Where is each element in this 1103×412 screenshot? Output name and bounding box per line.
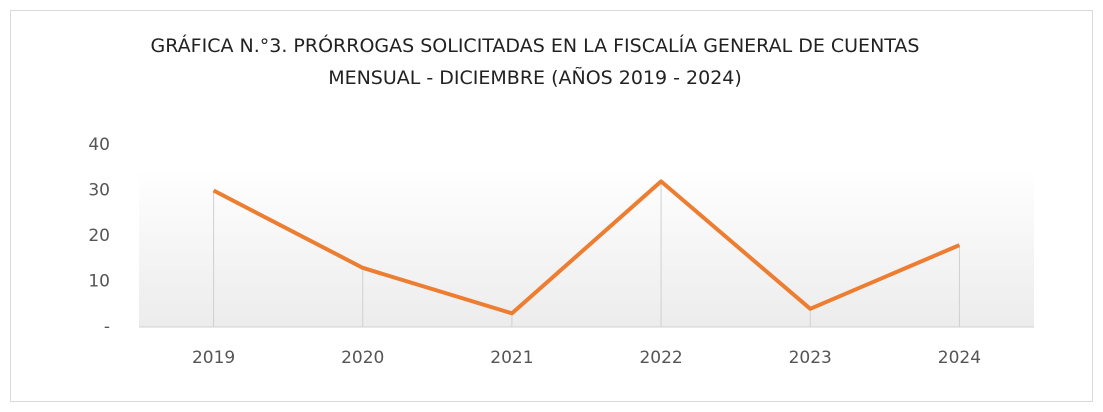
- y-tick-label: 30: [88, 181, 110, 201]
- chart-subtitle: MENSUAL - DICIEMBRE (AÑOS 2019 - 2024): [328, 67, 742, 89]
- x-tick-label: 2024: [938, 348, 981, 368]
- chart-title: GRÁFICA N.°3. PRÓRROGAS SOLICITADAS EN L…: [150, 35, 920, 57]
- x-tick-label: 2021: [490, 348, 533, 368]
- x-tick-label: 2023: [789, 348, 832, 368]
- y-tick-label: 40: [88, 135, 110, 155]
- x-tick-label: 2019: [192, 348, 235, 368]
- y-tick-label: -: [104, 317, 110, 337]
- x-tick-label: 2020: [341, 348, 384, 368]
- y-tick-label: 20: [88, 226, 110, 246]
- chart-border: [10, 10, 1093, 402]
- titles: GRÁFICA N.°3. PRÓRROGAS SOLICITADAS EN L…: [135, 30, 935, 94]
- x-tick-label: 2022: [639, 348, 682, 368]
- y-tick-label: 10: [88, 272, 110, 292]
- data-line: [212, 179, 961, 316]
